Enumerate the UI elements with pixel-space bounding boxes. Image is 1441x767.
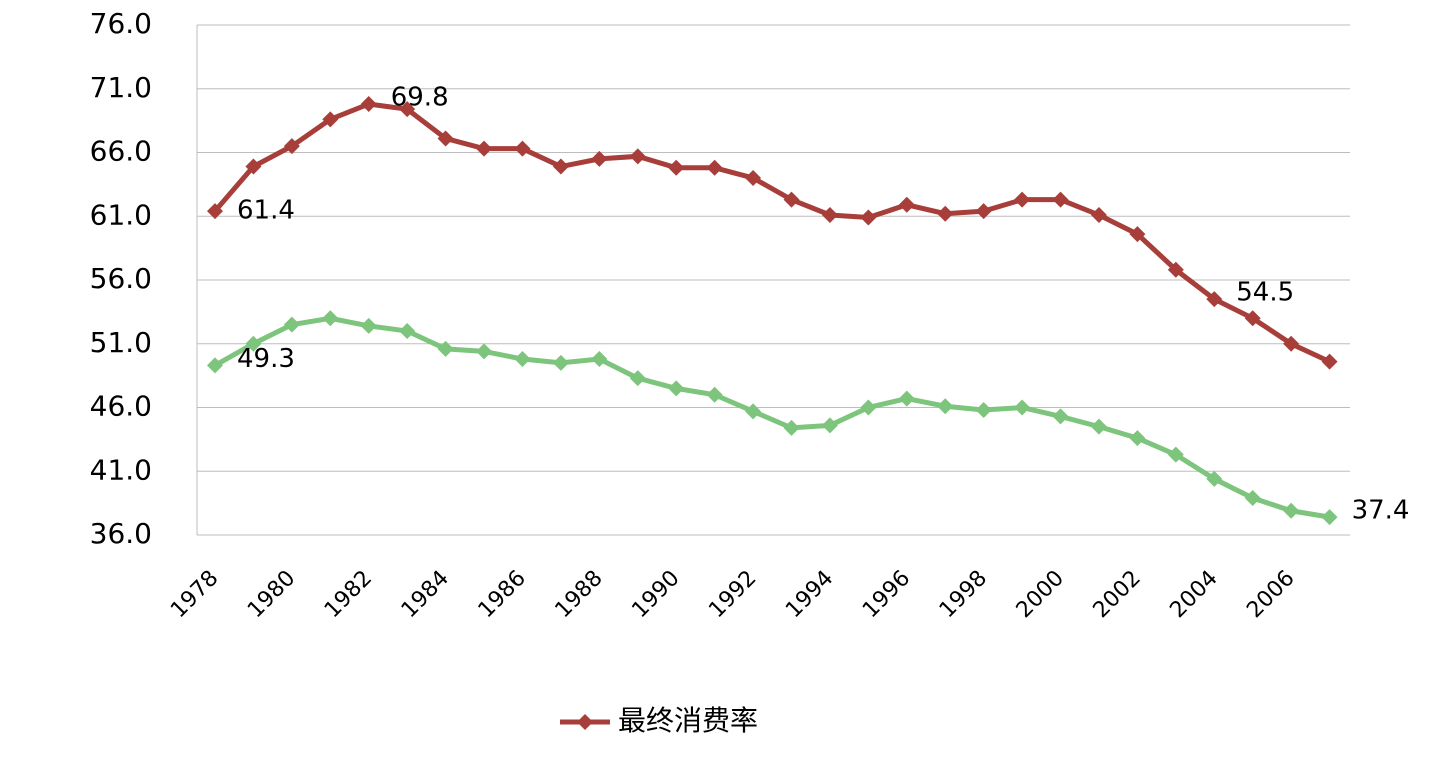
x-tick-label: 2006 — [1242, 566, 1299, 623]
y-tick-label: 41.0 — [90, 453, 152, 486]
marker — [1129, 430, 1145, 446]
marker — [1322, 354, 1338, 370]
marker — [707, 160, 723, 176]
marker — [1322, 509, 1338, 525]
y-tick-label: 36.0 — [90, 517, 152, 550]
x-tick-label: 1992 — [704, 566, 761, 623]
marker — [822, 207, 838, 223]
marker — [630, 148, 646, 164]
marker — [553, 159, 569, 175]
marker — [668, 160, 684, 176]
marker — [1014, 400, 1030, 416]
marker — [668, 380, 684, 396]
marker — [514, 351, 530, 367]
x-tick-label: 1996 — [858, 566, 915, 623]
marker — [591, 151, 607, 167]
marker — [361, 96, 377, 112]
y-tick-label: 66.0 — [90, 135, 152, 168]
chart: 36.0 41.0 46.0 51.0 56.0 61.0 66.0 71.0 76.0 1978… — [0, 0, 1441, 767]
data-label: 69.8 — [391, 83, 449, 113]
legend-label: 最终消费率 — [618, 704, 758, 737]
marker — [937, 398, 953, 414]
marker — [399, 323, 415, 339]
marker — [707, 387, 723, 403]
marker — [860, 210, 876, 226]
y-tick-label: 61.0 — [90, 198, 152, 231]
marker — [514, 141, 530, 157]
y-tick-label: 71.0 — [90, 71, 152, 104]
x-tick-label: 2000 — [1012, 566, 1069, 623]
x-tick-label: 1982 — [320, 566, 377, 623]
marker — [1053, 192, 1069, 208]
data-label: 49.3 — [237, 344, 295, 374]
series-line — [215, 104, 1330, 362]
series-line — [215, 318, 1330, 517]
marker — [361, 318, 377, 334]
x-tick-label: 1978 — [166, 566, 223, 623]
marker — [899, 391, 915, 407]
marker — [630, 370, 646, 386]
y-tick-label: 51.0 — [90, 326, 152, 359]
marker — [784, 420, 800, 436]
x-tick-label: 2002 — [1089, 566, 1146, 623]
marker — [745, 403, 761, 419]
marker — [476, 141, 492, 157]
legend-marker — [577, 714, 593, 730]
marker — [822, 417, 838, 433]
marker — [284, 317, 300, 333]
marker — [1283, 503, 1299, 519]
x-tick-label: 1998 — [935, 566, 992, 623]
y-tick-label: 46.0 — [90, 390, 152, 423]
marker — [1091, 207, 1107, 223]
marker — [976, 402, 992, 418]
x-tick-label: 1988 — [551, 566, 608, 623]
y-tick-label: 56.0 — [90, 262, 152, 295]
marker — [1245, 490, 1261, 506]
marker — [899, 197, 915, 213]
marker — [1014, 192, 1030, 208]
data-label: 54.5 — [1236, 278, 1294, 308]
x-tick-label: 1984 — [397, 566, 454, 623]
x-tick-label: 1980 — [243, 566, 300, 623]
x-tick-label: 2004 — [1165, 566, 1222, 623]
marker — [322, 310, 338, 326]
x-tick-label: 1990 — [627, 566, 684, 623]
marker — [1091, 419, 1107, 435]
x-tick-label: 1986 — [474, 566, 531, 623]
marker — [937, 206, 953, 222]
data-label: 61.4 — [237, 196, 295, 226]
x-tick-label: 1994 — [781, 566, 838, 623]
marker — [1053, 408, 1069, 424]
marker — [476, 343, 492, 359]
marker — [860, 400, 876, 416]
marker — [553, 355, 569, 371]
y-tick-label: 76.0 — [90, 7, 152, 40]
marker — [591, 351, 607, 367]
data-label: 37.4 — [1352, 496, 1410, 526]
